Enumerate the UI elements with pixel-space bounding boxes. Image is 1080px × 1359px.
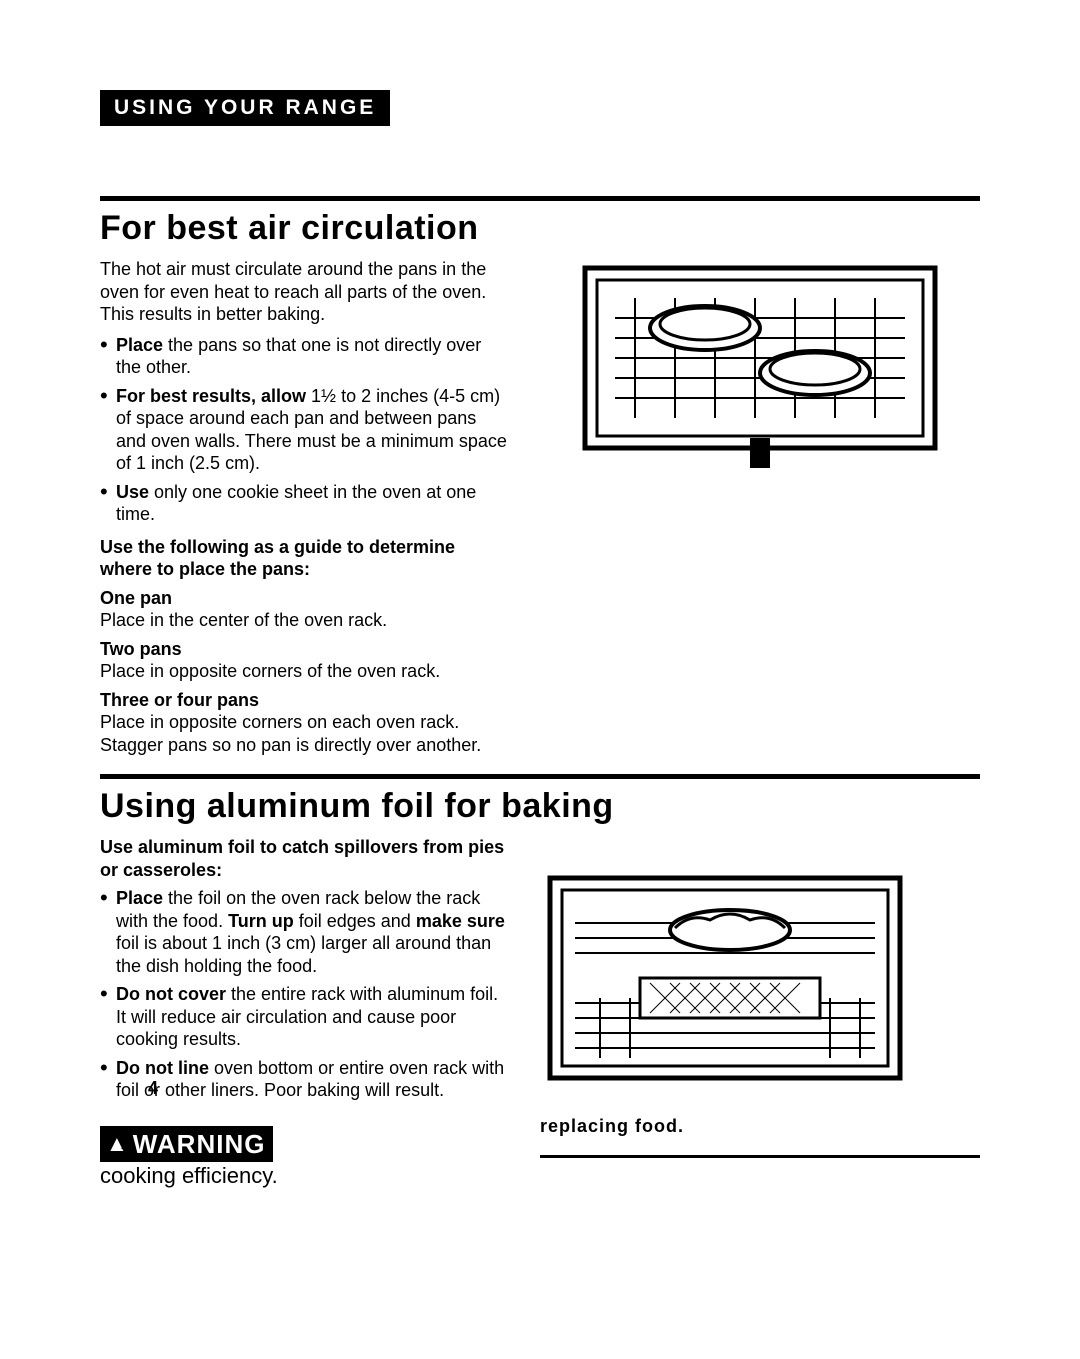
warning-label: WARNING (133, 1128, 266, 1161)
list-item: Place the pans so that one is not direct… (100, 334, 510, 379)
subtext: Place in opposite corners on each oven r… (100, 711, 510, 756)
divider (100, 774, 980, 779)
oven-foil-illustration (540, 868, 910, 1108)
text-run: foil edges and (294, 911, 416, 931)
text-column: Use aluminum foil to catch spillovers fr… (100, 836, 510, 1190)
list-item: For best results, allow 1½ to 2 inches (… (100, 385, 510, 475)
cutoff-fragment: replacing food. (540, 1116, 684, 1137)
bold-run: Place (116, 888, 163, 908)
subtext: Place in opposite corners of the oven ra… (100, 660, 510, 683)
bold-run: Do not cover (116, 984, 226, 1004)
list-item: Do not line oven bottom or entire oven r… (100, 1057, 510, 1102)
bullet-list: Place the pans so that one is not direct… (100, 334, 510, 526)
bullet-list: Place the foil on the oven rack below th… (100, 887, 510, 1102)
oven-pans-illustration (575, 258, 945, 478)
section-foil: Use aluminum foil to catch spillovers fr… (100, 836, 980, 1190)
section-air-circulation: The hot air must circulate around the pa… (100, 258, 980, 760)
bullet-rest: only one cookie sheet in the oven at one… (116, 482, 476, 525)
text-run: foil is about 1 inch (3 cm) larger all a… (116, 933, 491, 976)
lead-paragraph: Use aluminum foil to catch spillovers fr… (100, 836, 510, 881)
efficiency-fragment: cooking efficiency. (100, 1162, 510, 1190)
lead-bold: Use (116, 482, 149, 502)
section-tab: USING YOUR RANGE (100, 90, 390, 126)
divider (540, 1155, 980, 1158)
text-column: The hot air must circulate around the pa… (100, 258, 510, 760)
illustration-column: replacing food. (540, 836, 980, 1190)
bullet-rest: the pans so that one is not directly ove… (116, 335, 481, 378)
intro-paragraph: The hot air must circulate around the pa… (100, 258, 510, 326)
subhead: Three or four pans (100, 689, 510, 712)
subtext: Place in the center of the oven rack. (100, 609, 510, 632)
bold-run: Do not line (116, 1058, 209, 1078)
bold-run: make sure (416, 911, 505, 931)
lead-bold: Place (116, 335, 163, 355)
list-item: Use only one cookie sheet in the oven at… (100, 481, 510, 526)
illustration-column (540, 258, 980, 760)
section-title-foil: Using aluminum foil for baking (100, 787, 980, 826)
guide-heading: Use the following as a guide to determin… (100, 536, 510, 581)
section-title-air-circulation: For best air circulation (100, 209, 980, 248)
lead-bold: For best results, allow (116, 386, 306, 406)
list-item: Do not cover the entire rack with alumin… (100, 983, 510, 1051)
list-item: Place the foil on the oven rack below th… (100, 887, 510, 977)
stray-mark: ıv (120, 1136, 132, 1154)
bold-run: Turn up (228, 911, 294, 931)
subhead: Two pans (100, 638, 510, 661)
page-number: 4 (148, 1078, 158, 1099)
subhead: One pan (100, 587, 510, 610)
divider (100, 196, 980, 201)
